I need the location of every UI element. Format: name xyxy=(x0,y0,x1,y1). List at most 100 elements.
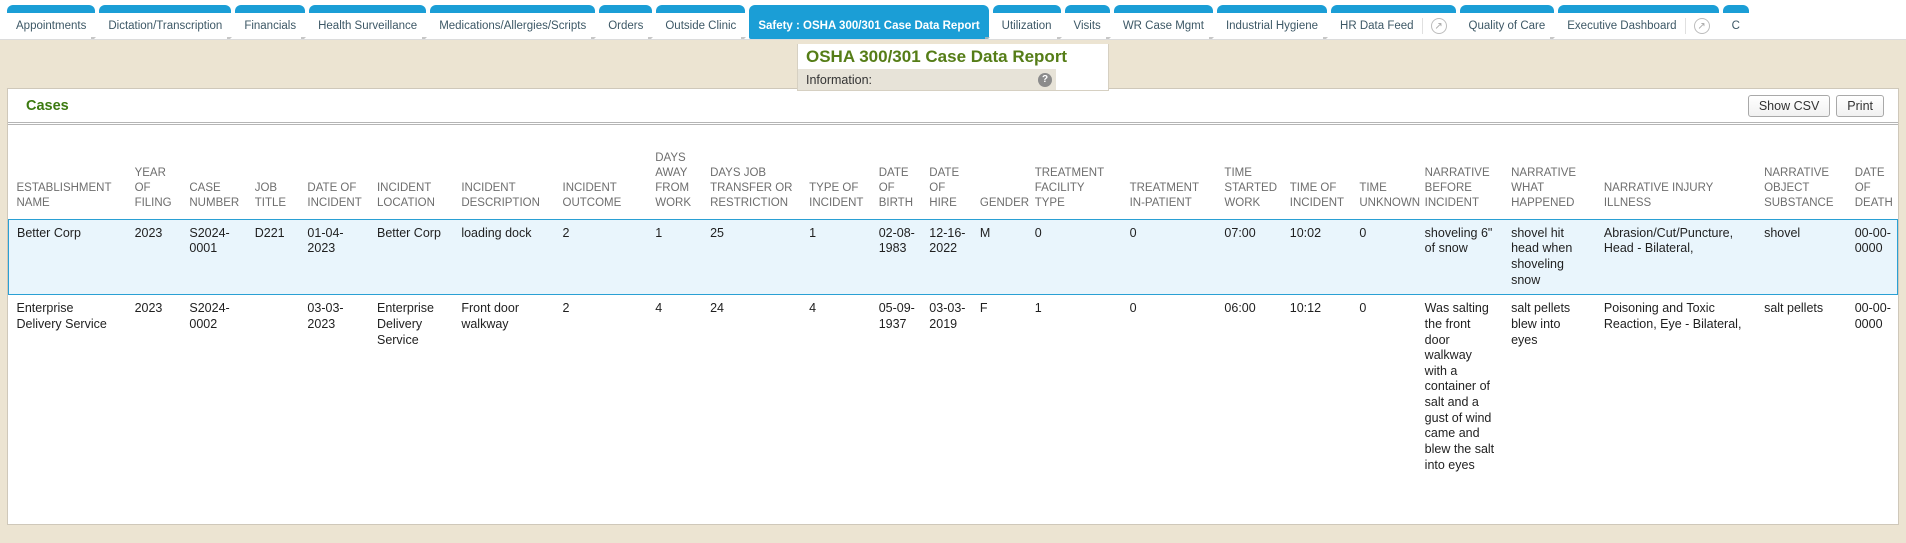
tab-label: Industrial Hygiene xyxy=(1225,20,1319,32)
tab-top-accent xyxy=(992,5,1061,13)
table-cell: 00-00-0000 xyxy=(1846,218,1898,296)
table-cell: 02-08-1983 xyxy=(870,218,922,296)
table-cell: 06:00 xyxy=(1224,301,1256,316)
show-csv-button[interactable]: Show CSV xyxy=(1747,95,1831,117)
table-cell: 24 xyxy=(710,301,724,316)
tab-health-surveillance[interactable]: Health Surveillance xyxy=(309,5,427,39)
help-icon[interactable]: ? xyxy=(1038,72,1052,87)
external-link-icon[interactable]: ↗ xyxy=(1421,18,1447,34)
column-header: TYPE OF INCIDENT xyxy=(809,181,864,209)
tab-industrial-hygiene[interactable]: Industrial Hygiene xyxy=(1216,5,1328,39)
cases-panel: Cases Show CSV Print ESTABLISHMENT NAME Y… xyxy=(7,88,1899,525)
information-label: Information: xyxy=(806,72,873,87)
table-cell: 0 xyxy=(1129,301,1137,316)
tab-safety-osha-300-301-case-data-report[interactable]: Safety : OSHA 300/301 Case Data Report xyxy=(749,5,989,39)
table-cell: Front door walkway xyxy=(461,301,519,331)
table-cell: Better Corp xyxy=(8,218,127,296)
column-header: YEAR OF FILING xyxy=(134,166,172,209)
tab-visits[interactable]: Visits xyxy=(1064,5,1110,39)
tab-label: Appointments xyxy=(16,20,87,32)
tab-label: Visits xyxy=(1073,20,1101,32)
table-cell: 1 xyxy=(801,218,871,296)
table-cell: 07:00 xyxy=(1216,218,1282,296)
tab-label: WR Case Mgmt xyxy=(1122,20,1204,32)
tab-top-accent xyxy=(1216,5,1328,13)
table-cell: shoveling 6" of snow xyxy=(1416,218,1504,296)
table-cell: 1 xyxy=(647,218,703,296)
table-cell: 0 xyxy=(1026,218,1122,296)
table-cell: 00-00-0000 xyxy=(1854,301,1891,331)
table-cell: 03-03-2023 xyxy=(307,301,344,331)
table-cell: 0 xyxy=(1359,301,1367,316)
tab-label: Executive Dashboard xyxy=(1567,20,1677,32)
column-header: NARRATIVE WHAT HAPPENED xyxy=(1511,166,1577,209)
table-cell: S2024-0001 xyxy=(181,218,247,296)
table-cell: 03-03-2019 xyxy=(929,301,966,331)
tab-medications-allergies-scripts[interactable]: Medications/Allergies/Scripts xyxy=(430,5,596,39)
tab-dictation-transcription[interactable]: Dictation/Transcription xyxy=(99,5,232,39)
tab-appointments[interactable]: Appointments xyxy=(7,5,96,39)
print-button[interactable]: Print xyxy=(1836,95,1884,117)
table-row[interactable]: Enterprise Delivery Service 2023 S2024-000… xyxy=(9,295,1898,479)
table-cell: S2024-0002 xyxy=(189,301,230,331)
table-cell: M xyxy=(971,218,1027,296)
tab-quality-of-care[interactable]: Quality of Care xyxy=(1459,5,1555,39)
column-header: GENDER xyxy=(979,196,1030,209)
main-tab-bar: Appointments Dictation/Transcription Finan… xyxy=(0,0,1906,40)
page-title: OSHA 300/301 Case Data Report xyxy=(798,44,1108,69)
table-cell: 0 xyxy=(1121,218,1217,296)
column-header: CASE NUMBER xyxy=(189,181,240,209)
tab-utilization[interactable]: Utilization xyxy=(992,5,1061,39)
tab-label: Quality of Care xyxy=(1468,20,1546,32)
table-cell: Enterprise Delivery Service xyxy=(376,301,434,347)
table-cell: 0 xyxy=(1351,218,1417,296)
tab-top-accent xyxy=(1722,5,1749,13)
column-header: DAYS JOB TRANSFER OR RESTRICTION xyxy=(710,166,793,209)
tab-c[interactable]: C xyxy=(1722,5,1749,39)
table-cell: salt pellets xyxy=(1764,301,1824,316)
tab-wr-case-mgmt[interactable]: WR Case Mgmt xyxy=(1113,5,1213,39)
report-title-box: OSHA 300/301 Case Data Report Informatio… xyxy=(797,44,1109,91)
table-row[interactable]: Better Corp 2023 S2024-0001 D221 01-04-2023 B… xyxy=(8,218,1898,296)
external-link-glyph: ↗ xyxy=(1693,18,1710,34)
column-header: DATE OF INCIDENT xyxy=(307,181,362,209)
tab-top-accent xyxy=(99,5,232,13)
column-header: ESTABLISHMENT NAME xyxy=(16,181,112,209)
tab-label: Orders xyxy=(608,20,644,32)
table-cell: Was salting the front door walkway with … xyxy=(1424,301,1495,472)
column-header: TIME UNKNOWN xyxy=(1359,181,1421,209)
table-cell: loading dock xyxy=(453,218,555,296)
external-link-glyph: ↗ xyxy=(1430,18,1447,34)
table-cell: 2023 xyxy=(126,218,182,296)
column-header: NARRATIVE OBJECT SUBSTANCE xyxy=(1764,166,1834,209)
tab-top-accent xyxy=(599,5,653,13)
tab-financials[interactable]: Financials xyxy=(235,5,306,39)
column-header: DATE OF BIRTH xyxy=(878,166,913,209)
column-header: NARRATIVE INJURY ILLNESS xyxy=(1603,181,1714,209)
table-cell: 2 xyxy=(562,301,570,316)
table-cell: shovel xyxy=(1756,218,1847,296)
column-header: INCIDENT OUTCOME xyxy=(562,181,622,209)
table-cell: Better Corp xyxy=(368,218,454,296)
table-cell: 4 xyxy=(809,301,817,316)
tab-hr-data-feed[interactable]: HR Data Feed ↗ xyxy=(1331,5,1456,39)
table-cell: 10:02 xyxy=(1281,218,1352,296)
tab-top-accent xyxy=(1558,5,1719,13)
table-cell: D221 xyxy=(246,218,300,296)
column-header: DATE OF HIRE xyxy=(929,166,960,209)
table-cell: Enterprise Delivery Service xyxy=(16,301,107,331)
cases-heading: Cases xyxy=(26,98,69,114)
external-link-icon[interactable]: ↗ xyxy=(1684,18,1710,34)
table-cell: shovel hit head when shoveling snow xyxy=(1503,218,1596,296)
column-header: JOB TITLE xyxy=(254,181,287,209)
tab-top-accent xyxy=(235,5,306,13)
column-header: TIME OF INCIDENT xyxy=(1289,181,1345,209)
tab-orders[interactable]: Orders xyxy=(599,5,653,39)
table-cell xyxy=(247,295,300,479)
tab-top-accent xyxy=(1459,5,1555,13)
tab-top-accent xyxy=(1113,5,1213,13)
tab-executive-dashboard[interactable]: Executive Dashboard ↗ xyxy=(1558,5,1719,39)
tab-outside-clinic[interactable]: Outside Clinic xyxy=(656,5,746,39)
tab-top-accent xyxy=(1064,5,1110,13)
table-cell: 12-16-2022 xyxy=(921,218,972,296)
